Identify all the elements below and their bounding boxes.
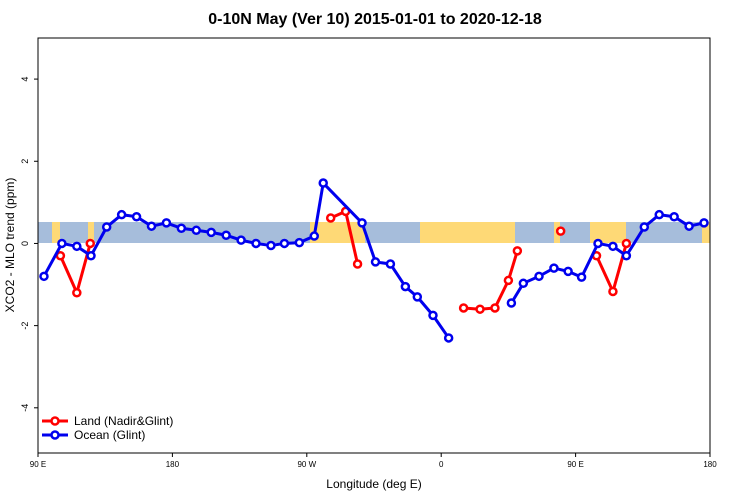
legend-marker bbox=[50, 416, 60, 426]
data-point bbox=[639, 222, 650, 232]
data-point bbox=[490, 303, 500, 313]
data-point bbox=[400, 281, 411, 292]
y-tick-label: 0 bbox=[20, 241, 30, 246]
data-point bbox=[236, 235, 246, 245]
x-tick-label: 180 bbox=[166, 460, 180, 469]
data-point bbox=[621, 238, 632, 249]
map-ocean bbox=[38, 222, 710, 243]
data-point bbox=[608, 286, 618, 297]
data-point bbox=[39, 271, 49, 282]
data-point bbox=[684, 221, 694, 231]
x-tick-label: 90 E bbox=[30, 460, 46, 469]
x-tick-label: 90 E bbox=[567, 460, 583, 469]
x-tick-label: 180 bbox=[703, 460, 717, 469]
data-point bbox=[357, 218, 367, 228]
data-point bbox=[318, 178, 328, 188]
data-point bbox=[412, 292, 423, 302]
legend-marker bbox=[50, 430, 60, 440]
data-point bbox=[206, 227, 216, 238]
data-point bbox=[370, 257, 381, 267]
data-point bbox=[101, 222, 112, 232]
map-land bbox=[420, 222, 515, 243]
y-tick-label: -4 bbox=[20, 404, 30, 412]
x-axis-label: Longitude (deg E) bbox=[326, 477, 421, 491]
data-point bbox=[385, 259, 396, 269]
data-point bbox=[506, 298, 517, 308]
x-tick-label: 90 W bbox=[297, 460, 316, 469]
data-point bbox=[72, 241, 82, 252]
plot-frame bbox=[37, 37, 711, 454]
data-point bbox=[191, 225, 202, 236]
data-point bbox=[352, 259, 363, 269]
map-land bbox=[88, 222, 94, 243]
data-point bbox=[294, 237, 305, 248]
legend-label: Ocean (Glint) bbox=[74, 428, 145, 442]
data-point bbox=[176, 223, 187, 233]
data-point bbox=[57, 238, 67, 249]
data-point bbox=[608, 241, 618, 252]
data-point bbox=[86, 251, 96, 261]
data-point bbox=[55, 251, 66, 261]
data-point bbox=[576, 272, 587, 282]
data-point bbox=[72, 288, 82, 298]
chart-title: 0-10N May (Ver 10) 2015-01-01 to 2020-12… bbox=[208, 11, 542, 28]
legend-label: Land (Nadir&Glint) bbox=[74, 414, 173, 428]
data-point bbox=[116, 209, 127, 220]
map-land bbox=[52, 222, 60, 243]
data-point bbox=[266, 240, 276, 251]
data-point bbox=[309, 231, 320, 241]
x-tick-label: 0 bbox=[439, 460, 444, 469]
data-point bbox=[669, 211, 679, 222]
data-point bbox=[325, 213, 336, 223]
data-point bbox=[549, 263, 559, 273]
data-point bbox=[458, 303, 469, 313]
data-point bbox=[503, 275, 514, 286]
y-tick-label: -2 bbox=[20, 322, 30, 330]
data-point bbox=[161, 218, 172, 228]
data-point bbox=[654, 209, 664, 220]
data-point bbox=[251, 238, 261, 249]
data-point bbox=[699, 218, 709, 228]
data-point bbox=[146, 221, 157, 231]
data-point bbox=[621, 251, 632, 261]
data-point bbox=[131, 211, 142, 222]
data-point bbox=[518, 278, 529, 289]
y-tick-label: 2 bbox=[20, 159, 30, 164]
data-point bbox=[443, 333, 454, 343]
data-point bbox=[512, 246, 523, 256]
map-land bbox=[702, 222, 710, 243]
data-point bbox=[428, 310, 438, 321]
data-point bbox=[534, 271, 544, 282]
y-axis-label: XCO2 - MLO trend (ppm) bbox=[3, 178, 17, 313]
map-land bbox=[590, 222, 626, 243]
data-point bbox=[563, 266, 573, 277]
data-point bbox=[279, 238, 290, 249]
data-point bbox=[221, 230, 231, 240]
data-point bbox=[475, 304, 485, 314]
data-point bbox=[593, 238, 603, 249]
map-land bbox=[310, 222, 365, 243]
data-point bbox=[555, 226, 566, 236]
y-tick-label: 4 bbox=[20, 77, 30, 82]
data-point bbox=[85, 238, 96, 249]
